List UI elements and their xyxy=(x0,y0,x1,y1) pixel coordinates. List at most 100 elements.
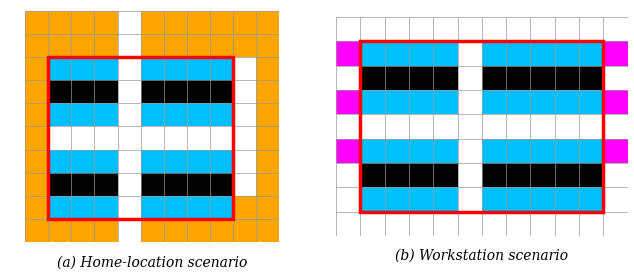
Bar xyxy=(210,34,233,57)
Bar xyxy=(555,187,579,212)
Bar xyxy=(336,90,360,114)
Bar xyxy=(409,139,433,163)
Bar xyxy=(336,41,360,66)
Bar xyxy=(555,66,579,90)
Bar xyxy=(360,114,385,139)
Bar xyxy=(141,219,164,242)
Bar xyxy=(385,90,409,114)
Bar xyxy=(72,34,94,57)
Bar xyxy=(94,34,117,57)
Bar xyxy=(187,196,210,219)
Bar xyxy=(48,196,72,219)
Bar xyxy=(385,114,409,139)
Bar xyxy=(141,150,164,173)
Bar xyxy=(256,150,279,173)
Bar xyxy=(256,103,279,126)
Bar xyxy=(25,80,48,103)
Bar xyxy=(506,163,531,187)
Bar xyxy=(360,163,385,187)
Bar xyxy=(210,80,233,103)
Bar xyxy=(531,163,555,187)
Bar xyxy=(256,11,279,34)
Bar xyxy=(72,196,94,219)
Bar xyxy=(433,114,458,139)
Bar xyxy=(164,196,187,219)
Bar xyxy=(555,163,579,187)
Bar xyxy=(48,80,72,103)
Bar xyxy=(94,150,117,173)
Bar xyxy=(94,126,117,150)
Bar xyxy=(94,103,117,126)
Bar xyxy=(433,66,458,90)
Text: (a) Home-location scenario: (a) Home-location scenario xyxy=(57,256,247,270)
Bar xyxy=(141,173,164,196)
Bar xyxy=(72,173,94,196)
Bar xyxy=(256,34,279,57)
Bar xyxy=(233,196,256,219)
Bar xyxy=(48,219,72,242)
Text: (b) Workstation scenario: (b) Workstation scenario xyxy=(395,249,569,263)
Bar xyxy=(141,196,164,219)
Bar xyxy=(360,66,385,90)
Bar xyxy=(210,57,233,80)
Bar xyxy=(210,196,233,219)
Bar xyxy=(187,80,210,103)
Bar xyxy=(187,173,210,196)
Bar xyxy=(25,57,48,80)
Bar xyxy=(409,187,433,212)
Bar xyxy=(579,114,604,139)
Bar xyxy=(94,57,117,80)
Bar xyxy=(433,41,458,66)
Bar xyxy=(48,103,72,126)
Bar xyxy=(210,150,233,173)
Bar xyxy=(210,11,233,34)
Bar xyxy=(187,34,210,57)
Bar xyxy=(604,139,628,163)
Bar xyxy=(141,126,164,150)
Bar xyxy=(72,11,94,34)
Bar xyxy=(555,139,579,163)
Bar xyxy=(233,11,256,34)
Bar xyxy=(48,11,72,34)
Bar xyxy=(579,66,604,90)
Bar xyxy=(482,163,506,187)
Bar xyxy=(256,219,279,242)
Bar xyxy=(164,11,187,34)
Bar xyxy=(506,41,531,66)
Bar xyxy=(25,126,48,150)
Bar xyxy=(409,163,433,187)
Bar xyxy=(579,187,604,212)
Bar xyxy=(433,163,458,187)
Bar xyxy=(604,90,628,114)
Bar xyxy=(233,34,256,57)
Bar xyxy=(482,114,506,139)
Bar xyxy=(164,150,187,173)
Bar xyxy=(531,90,555,114)
Bar xyxy=(187,150,210,173)
Bar xyxy=(531,66,555,90)
Bar xyxy=(555,41,579,66)
Bar xyxy=(531,41,555,66)
Bar xyxy=(385,41,409,66)
Bar xyxy=(409,114,433,139)
Bar xyxy=(482,41,506,66)
Bar xyxy=(256,80,279,103)
Bar xyxy=(164,196,187,219)
Bar xyxy=(531,187,555,212)
Bar xyxy=(256,126,279,150)
Bar xyxy=(94,11,117,34)
Bar xyxy=(210,173,233,196)
Bar xyxy=(385,187,409,212)
Bar xyxy=(385,139,409,163)
Bar xyxy=(48,57,233,219)
Bar xyxy=(256,196,279,219)
Bar xyxy=(409,66,433,90)
Bar xyxy=(360,41,385,66)
Bar xyxy=(187,219,210,242)
Bar xyxy=(482,90,506,114)
Bar xyxy=(94,219,117,242)
Bar xyxy=(506,139,531,163)
Bar xyxy=(164,57,187,80)
Bar xyxy=(48,173,72,196)
Bar xyxy=(72,103,94,126)
